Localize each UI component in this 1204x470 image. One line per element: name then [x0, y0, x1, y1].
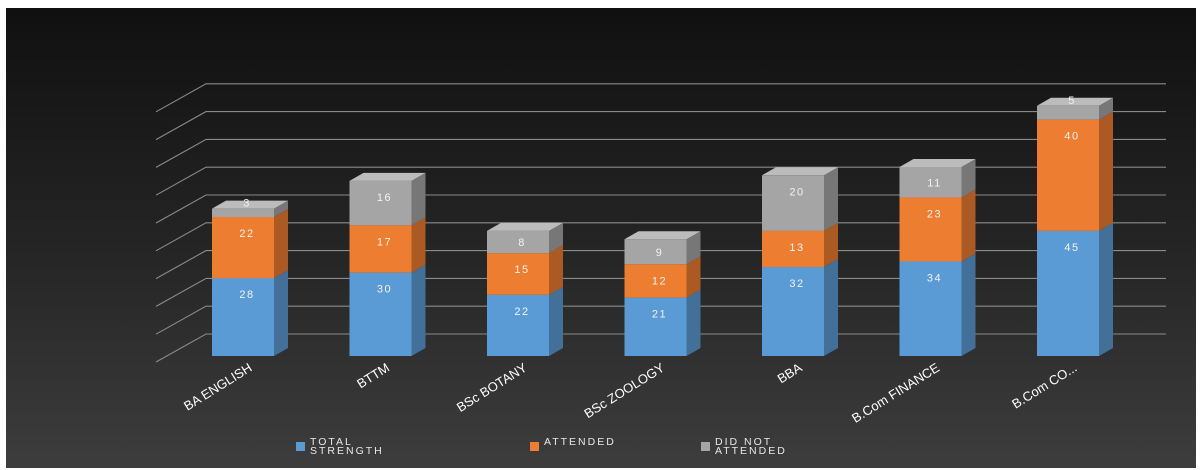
bar-segment-top: [762, 167, 838, 176]
data-label: 40: [1064, 131, 1079, 143]
bar-segment: [349, 225, 412, 273]
data-label: 23: [927, 209, 942, 221]
bar-segment-side: [411, 172, 426, 226]
bar-segment-side: [549, 286, 563, 356]
bar-segment-side: [686, 231, 701, 265]
bar-segment-side: [824, 222, 838, 268]
data-label: 3: [243, 198, 251, 210]
bar-segment: [1037, 105, 1099, 120]
gridlines: [155, 83, 1166, 363]
bar-segment: [487, 253, 549, 295]
bar-segment-top: [487, 222, 563, 231]
bar-segment: [1037, 230, 1099, 356]
data-label: 22: [239, 228, 254, 240]
bar-segment-side: [961, 158, 976, 198]
gridline: [155, 333, 1166, 363]
bar-segment-side: [824, 259, 838, 356]
data-label: 9: [656, 247, 664, 259]
bar-segment-side: [274, 200, 288, 217]
data-label: 30: [377, 284, 392, 296]
bar-segment: [624, 297, 687, 356]
bar-segment: [487, 230, 549, 254]
gridline: [155, 250, 1166, 280]
gridline: [155, 138, 1166, 168]
gridline: [155, 166, 1166, 196]
bar-segment: [212, 217, 274, 279]
gridline: [155, 305, 1166, 335]
legend-item-did-not-attended: DID NOT ATTENDED: [701, 436, 815, 457]
bar-segment-top: [349, 172, 426, 181]
bars: 28 22 3 30 17 16 22 15 8 21 12 9 32 13 20 34 23 11 45 40 5: [212, 95, 1113, 356]
bar-segment-side: [411, 264, 426, 356]
bar-segment: [349, 272, 412, 356]
bar-segment-side: [549, 222, 563, 254]
data-label: 21: [652, 309, 667, 321]
chart-panel: 28 22 3 30 17 16 22 15 8 21 12 9 32 13 20 34 23 11 45 40 5 B…: [6, 8, 1196, 468]
data-label: 17: [377, 236, 392, 248]
bar-segment-side: [1099, 97, 1113, 120]
bar-segment-side: [1099, 111, 1113, 231]
bar-segment: [624, 264, 687, 298]
bar-segment-side: [686, 289, 701, 356]
gridline: [155, 194, 1166, 224]
bar-segment-top: [624, 231, 701, 240]
bar-segment: [762, 230, 824, 268]
data-label: 15: [514, 264, 529, 276]
bar-segment-top: [899, 158, 976, 167]
legend-swatch-attended: [530, 442, 539, 451]
data-label: 16: [377, 192, 392, 204]
data-label: 28: [239, 289, 254, 301]
data-label: 22: [514, 306, 529, 318]
data-label: 5: [1068, 95, 1076, 107]
bar-segment-top: [212, 200, 288, 209]
bar-segment-side: [686, 256, 701, 298]
legend-item-total-strength: TOTAL STRENGTH: [296, 436, 430, 457]
legend-label-did-not-attended: DID NOT ATTENDED: [715, 436, 787, 457]
data-label: 13: [789, 242, 804, 254]
bar-segment-side: [274, 270, 288, 356]
gridline: [155, 83, 1166, 113]
gridline: [155, 111, 1166, 141]
bar-segment-side: [961, 253, 976, 356]
data-label: 34: [927, 272, 942, 284]
bar-segment: [487, 294, 549, 356]
bar-segment-side: [824, 167, 838, 231]
bar-segment-side: [274, 209, 288, 279]
bar-segment: [899, 197, 962, 262]
legend-label-attended: ATTENDED: [544, 436, 616, 448]
data-label: 45: [1064, 242, 1079, 254]
bar-segment-side: [961, 189, 976, 262]
data-label: 32: [789, 278, 804, 290]
data-label: 12: [652, 275, 667, 287]
bar-segment: [1037, 119, 1099, 231]
legend-label-total-strength: TOTAL STRENGTH: [310, 436, 384, 457]
bar-segment: [349, 180, 412, 226]
bar-segment: [212, 208, 274, 217]
data-label: 11: [927, 177, 941, 189]
bar-segment-top: [1037, 97, 1113, 106]
bar-segment: [624, 239, 687, 265]
bar-segment-side: [411, 217, 426, 273]
legend-item-attended: ATTENDED: [530, 436, 664, 451]
bar-segment-side: [549, 245, 563, 295]
data-label: 8: [518, 237, 526, 249]
legend-swatch-did-not-attended: [701, 442, 710, 451]
gridline: [155, 277, 1166, 307]
bar-segment-side: [1099, 222, 1113, 356]
bar-segment: [899, 166, 962, 198]
bar-segment: [762, 267, 824, 356]
bar-segment: [762, 175, 824, 231]
bar-segment: [899, 261, 962, 356]
legend-swatch-total-strength: [296, 442, 305, 451]
gridline: [155, 222, 1166, 252]
data-label: 20: [789, 186, 804, 198]
bar-segment: [212, 278, 274, 356]
